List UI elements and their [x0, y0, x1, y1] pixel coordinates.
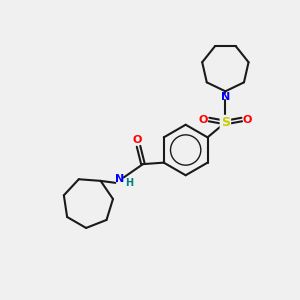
Text: H: H — [125, 178, 133, 188]
Text: O: O — [199, 115, 208, 124]
Text: N: N — [115, 174, 124, 184]
Text: N: N — [221, 92, 230, 102]
Text: O: O — [242, 115, 252, 124]
Text: O: O — [132, 135, 142, 145]
Text: S: S — [221, 116, 230, 129]
